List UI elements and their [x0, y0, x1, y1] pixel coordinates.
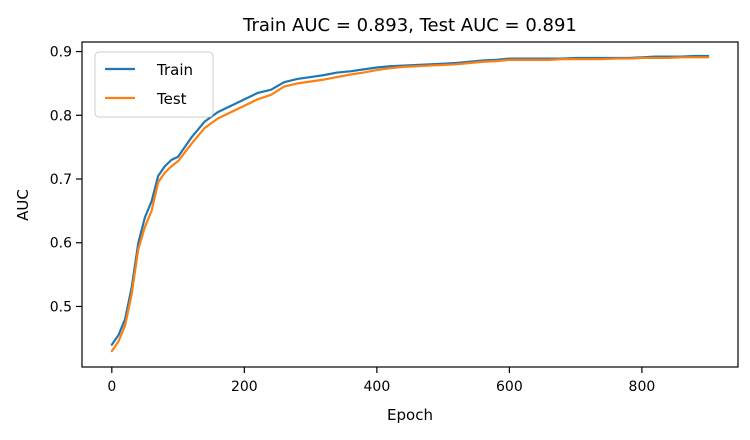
plot-area — [81, 41, 739, 368]
y-tick-label: 0.6 — [50, 236, 72, 252]
series-line-train — [110, 54, 710, 346]
x-tick-label: 200 — [231, 379, 258, 395]
x-tick-label: 800 — [629, 379, 656, 395]
series-line-test — [110, 56, 710, 353]
legend-box — [94, 51, 214, 118]
chart-title: Train AUC = 0.893, Test AUC = 0.891 — [242, 15, 577, 36]
y-tick-label: 0.5 — [50, 299, 72, 315]
x-tick-label: 400 — [364, 379, 391, 395]
y-tick-label: 0.7 — [50, 172, 72, 188]
y-axis-label: AUC — [14, 189, 32, 221]
y-axis: 0.5 0.6 0.7 0.8 0.9 — [50, 45, 82, 315]
x-axis: 0 200 400 600 800 — [107, 367, 655, 395]
legend: Train Test — [94, 51, 214, 118]
x-tick-label: 600 — [496, 379, 523, 395]
x-tick-label: 0 — [107, 379, 116, 395]
y-tick-label: 0.9 — [50, 45, 72, 61]
series-layer — [110, 54, 710, 353]
legend-label-train: Train — [156, 61, 193, 79]
y-tick-label: 0.8 — [50, 108, 72, 124]
legend-label-test: Test — [156, 90, 187, 108]
x-axis-label: Epoch — [387, 406, 433, 424]
